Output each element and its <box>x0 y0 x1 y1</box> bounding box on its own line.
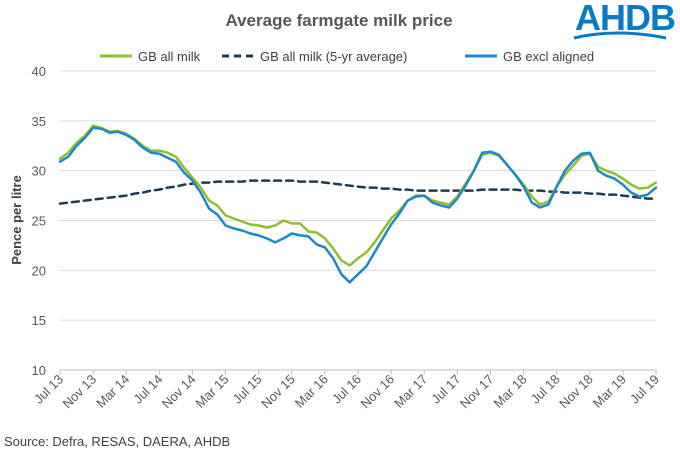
x-tick-label: Mar 16 <box>292 372 331 411</box>
x-tick-label: Jul 19 <box>627 372 662 407</box>
x-tick-label: Mar 14 <box>93 372 132 411</box>
series-line-1 <box>58 124 658 267</box>
y-axis-label: Pence per litre <box>9 175 24 265</box>
x-tick-label: Nov 16 <box>357 372 397 412</box>
x-tick-label: Mar 18 <box>490 372 529 411</box>
series-line-3 <box>58 126 658 284</box>
legend-label-1: GB all milk <box>138 49 201 64</box>
legend: GB all milk GB all milk (5-yr average) GB … <box>100 49 594 64</box>
y-tick-35: 35 <box>32 114 46 129</box>
series-line-2 <box>58 179 658 205</box>
y-tick-40: 40 <box>32 64 46 79</box>
series-group <box>58 124 658 284</box>
legend-label-3: GB excl aligned <box>503 49 594 64</box>
y-tick-25: 25 <box>32 214 46 229</box>
legend-label-2: GB all milk (5-yr average) <box>260 49 407 64</box>
x-tick-label: Mar 19 <box>590 372 629 411</box>
chart-title: Average farmgate milk price <box>225 11 452 30</box>
logo-text: AHDB <box>575 0 675 38</box>
x-tick-label: Mar 15 <box>192 372 231 411</box>
ahdb-logo: AHDB <box>573 0 676 40</box>
x-tick-label: Mar 17 <box>391 372 430 411</box>
x-tick-label: Nov 15 <box>258 372 298 412</box>
x-tick-label: Nov 18 <box>556 372 596 412</box>
y-axis-ticks: 10 15 20 25 30 35 40 <box>32 64 46 378</box>
logo-swoosh <box>573 31 667 40</box>
x-tick-label: Nov 14 <box>159 372 199 412</box>
y-tick-10: 10 <box>32 363 46 378</box>
y-tick-30: 30 <box>32 164 46 179</box>
x-tick-label: Nov 13 <box>59 372 99 412</box>
grid-lines <box>60 70 656 321</box>
source-note: Source: Defra, RESAS, DAERA, AHDB <box>4 434 231 449</box>
y-tick-20: 20 <box>32 263 46 278</box>
x-tick-label: Nov 17 <box>457 372 497 412</box>
y-tick-15: 15 <box>32 313 46 328</box>
